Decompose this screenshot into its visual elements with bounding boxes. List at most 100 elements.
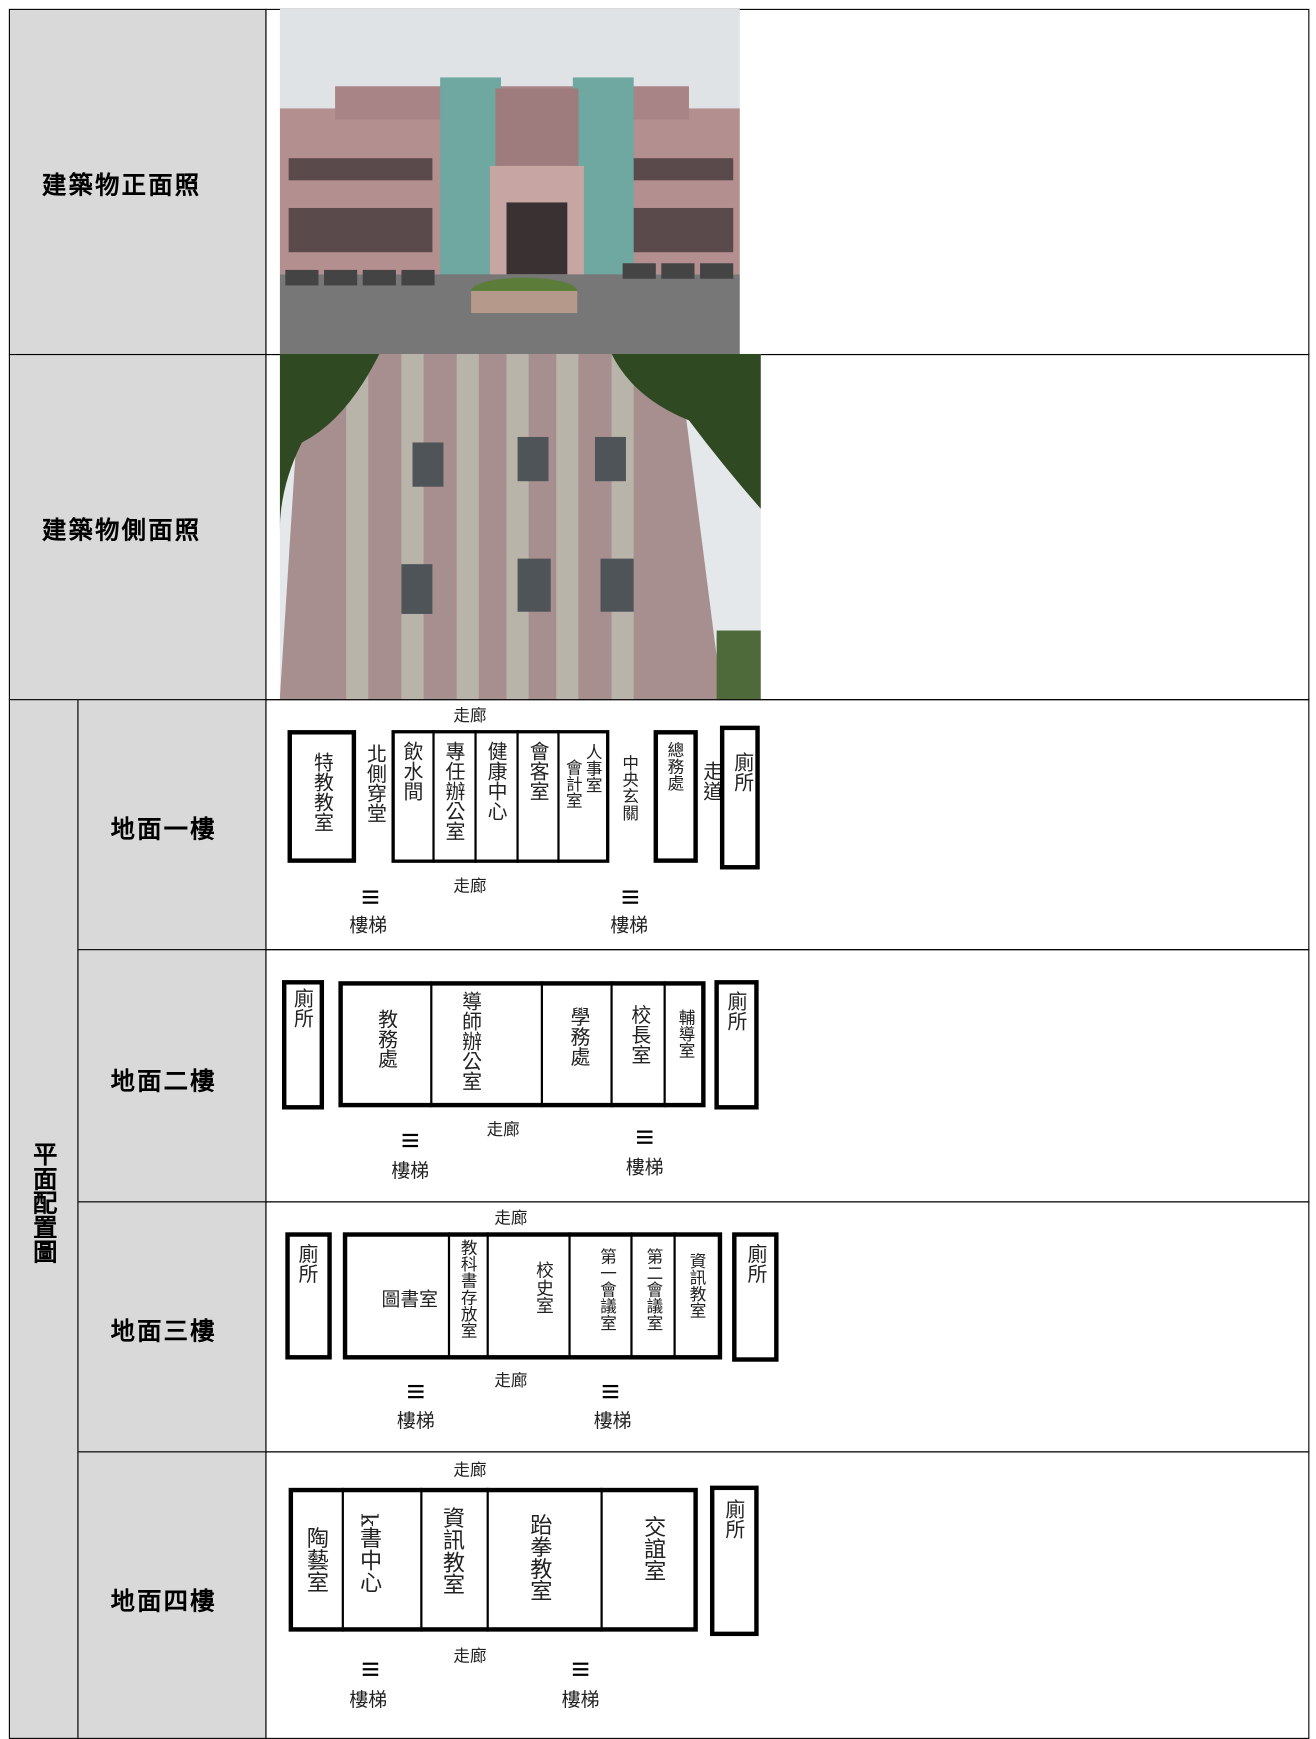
room-divider xyxy=(516,730,519,863)
room-label: 輔導室 xyxy=(676,1008,697,1059)
room-label: 人事室 xyxy=(583,743,604,794)
room-label: 資訊教室 xyxy=(687,1252,708,1319)
room-box xyxy=(342,1232,723,1360)
stair-icon xyxy=(408,1384,424,1399)
stair-label: 樓梯 xyxy=(561,1689,600,1712)
label-cell xyxy=(8,8,267,356)
room-label: 飲水間 xyxy=(400,741,424,801)
room-divider xyxy=(486,1232,489,1360)
room-box xyxy=(719,725,760,870)
room-box xyxy=(282,980,325,1110)
label-cell xyxy=(77,1451,267,1739)
room-label: 健康中心 xyxy=(484,741,508,821)
label-cell xyxy=(8,699,79,1739)
label-cell xyxy=(77,1201,267,1453)
room-divider xyxy=(341,1487,344,1632)
room-label: 廁所 xyxy=(724,991,748,1031)
corridor-label: 走廊 xyxy=(453,705,487,726)
room-label: 第二會議室 xyxy=(644,1247,665,1331)
room-box xyxy=(391,730,610,863)
room-divider xyxy=(474,730,477,863)
label-cell xyxy=(77,699,267,951)
room-box xyxy=(732,1232,779,1362)
room-label: 總務處 xyxy=(665,741,686,791)
room-box xyxy=(338,981,706,1108)
room-divider xyxy=(447,1232,451,1360)
room-divider xyxy=(673,1232,676,1360)
stair-icon xyxy=(362,1662,379,1676)
room-label: 特教教室 xyxy=(310,752,334,832)
room-label: 跆拳教室 xyxy=(526,1513,553,1602)
stair-label: 樓梯 xyxy=(349,914,388,937)
room-label: 教務處 xyxy=(374,1008,399,1069)
building-front-photo xyxy=(279,8,740,354)
room-label: 校長室 xyxy=(628,1004,652,1065)
room-box xyxy=(285,1232,332,1360)
stair-icon xyxy=(602,1384,619,1399)
corridor-label: 走廊 xyxy=(453,1646,487,1666)
room-divider xyxy=(663,981,666,1108)
stair-icon xyxy=(402,1133,419,1148)
row-label: 建築物側面照 xyxy=(42,516,202,546)
room-box xyxy=(709,1485,759,1637)
room-divider xyxy=(600,1487,603,1632)
floor-label: 地面一樓 xyxy=(110,815,217,845)
room-divider xyxy=(610,981,613,1108)
room-divider xyxy=(430,981,433,1108)
room-divider xyxy=(557,730,560,863)
room-label: 會計室 xyxy=(563,758,584,809)
floor-label: 地面三樓 xyxy=(110,1317,217,1347)
room-label: 專任辦公室 xyxy=(442,741,466,841)
room-label: k書中心 xyxy=(356,1513,383,1594)
floor-label: 地面二樓 xyxy=(110,1067,217,1097)
room-divider xyxy=(486,1487,489,1632)
room-label: 北側穿堂 xyxy=(363,743,387,824)
stair-label: 樓梯 xyxy=(349,1689,388,1712)
room-box xyxy=(714,980,759,1110)
room-label: 廁所 xyxy=(295,1243,319,1284)
room-label: 廁所 xyxy=(290,987,314,1028)
plan-cell xyxy=(265,1451,1310,1739)
room-divider xyxy=(568,1232,571,1360)
room-label: 中央玄關 xyxy=(620,754,641,821)
room-divider xyxy=(432,730,435,863)
section-label: 平面配置圖 xyxy=(28,1141,58,1264)
stair-label: 樓梯 xyxy=(593,1410,632,1433)
corridor-label: 走廊 xyxy=(453,876,487,897)
corridor-label: 走廊 xyxy=(486,1119,520,1140)
room-label: 會客室 xyxy=(526,741,550,801)
room-divider xyxy=(630,1232,633,1360)
label-cell xyxy=(77,949,267,1203)
corridor-label: 走廊 xyxy=(494,1207,528,1228)
room-divider xyxy=(420,1487,423,1632)
building-side-photo xyxy=(279,353,761,700)
stair-icon xyxy=(362,890,379,904)
room-label: 導師辦公室 xyxy=(458,991,483,1091)
stair-label: 樓梯 xyxy=(625,1157,664,1180)
stair-icon xyxy=(636,1130,653,1144)
stair-icon xyxy=(572,1662,589,1676)
stair-label: 樓梯 xyxy=(610,914,649,937)
room-label: 學務處 xyxy=(567,1006,591,1067)
label-cell xyxy=(8,353,267,701)
stair-label: 樓梯 xyxy=(391,1160,430,1183)
room-box xyxy=(288,1487,698,1632)
room-label: 教科書存放室 xyxy=(458,1238,479,1339)
room-label: 交誼室 xyxy=(640,1515,667,1582)
room-label: 廁所 xyxy=(722,1498,746,1539)
corridor-label: 走廊 xyxy=(494,1370,528,1391)
room-label: 走道 xyxy=(699,761,724,801)
room-label: 陶藝室 xyxy=(303,1526,330,1593)
corridor-label: 走廊 xyxy=(453,1460,487,1481)
room-box xyxy=(653,730,698,863)
room-label: 第一會議室 xyxy=(598,1247,618,1331)
room-label: 資訊教室 xyxy=(439,1506,466,1596)
stair-label: 樓梯 xyxy=(397,1410,435,1433)
stair-icon xyxy=(622,890,639,904)
room-box xyxy=(287,730,357,863)
room-label: 圖書室 xyxy=(381,1288,438,1311)
room-label: 校史室 xyxy=(532,1261,554,1315)
row-label: 建築物正面照 xyxy=(42,171,202,201)
